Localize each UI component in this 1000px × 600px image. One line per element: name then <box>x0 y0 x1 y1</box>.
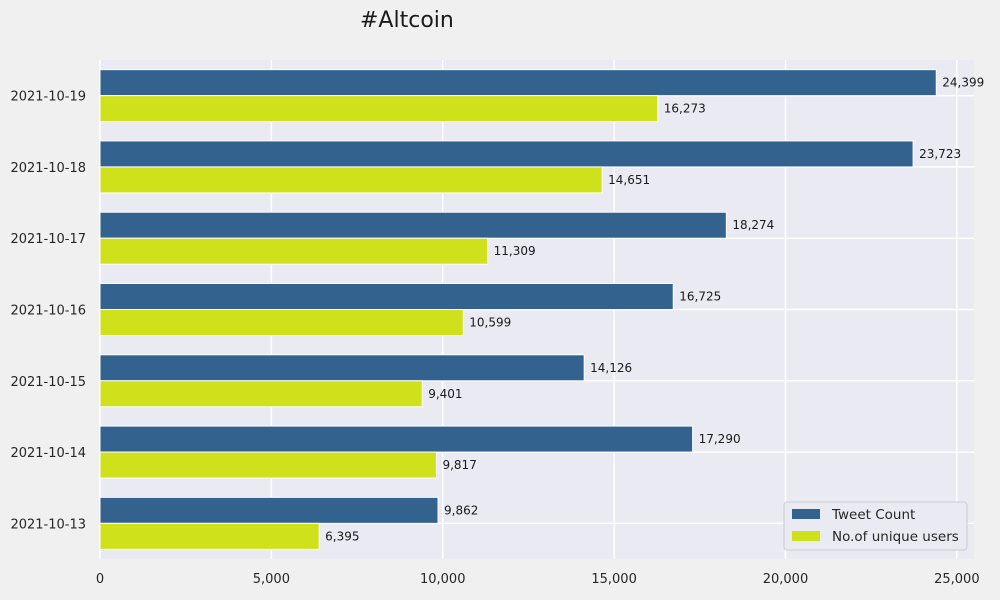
bar <box>99 496 439 524</box>
bar <box>99 309 464 336</box>
y-tick-label: 2021-10-14 <box>10 446 86 461</box>
data-label: 18,274 <box>732 218 774 232</box>
y-tick-label: 2021-10-19 <box>10 90 86 105</box>
data-label: 23,723 <box>919 147 961 161</box>
bar <box>99 166 603 194</box>
x-tick-label: 0 <box>96 572 104 587</box>
y-tick-label: 2021-10-15 <box>10 375 86 390</box>
bar <box>99 211 727 239</box>
bar <box>99 522 320 550</box>
bar <box>99 69 937 97</box>
data-label: 17,290 <box>699 432 741 446</box>
axes: 0 5,000 10,000 15,000 20,000 25,000 2021-10-19… <box>10 90 979 587</box>
legend-swatch <box>792 531 820 541</box>
bar <box>99 283 674 310</box>
chart-title: #Altcoin <box>360 8 454 33</box>
y-tick-label: 2021-10-18 <box>10 161 86 176</box>
data-label: 16,725 <box>679 290 721 304</box>
y-tick-label: 2021-10-16 <box>10 304 86 319</box>
bar <box>99 95 659 123</box>
data-label: 14,126 <box>590 361 632 375</box>
bar <box>99 354 585 382</box>
y-tick-label: 2021-10-13 <box>10 517 86 532</box>
bar <box>99 451 437 479</box>
data-label: 11,309 <box>494 244 536 258</box>
x-tick-label: 15,000 <box>591 572 637 587</box>
legend-box <box>783 501 968 551</box>
bar <box>99 425 694 453</box>
x-tick-label: 5,000 <box>253 572 290 587</box>
data-label: 9,862 <box>444 503 478 517</box>
bar <box>99 237 489 265</box>
data-label: 14,651 <box>608 173 650 187</box>
y-tick-label: 2021-10-17 <box>10 232 86 247</box>
legend-label: Tweet Count <box>831 507 915 523</box>
data-label: 9,817 <box>442 458 476 472</box>
x-tick-label: 20,000 <box>763 572 809 587</box>
data-label: 16,273 <box>664 102 706 116</box>
bar <box>99 140 914 168</box>
data-label: 6,395 <box>325 529 359 543</box>
data-label: 10,599 <box>469 316 511 330</box>
bar <box>99 380 423 408</box>
legend-label: No.of unique users <box>832 529 959 545</box>
legend: Tweet Count No.of unique users <box>783 501 968 551</box>
x-tick-label: 10,000 <box>420 572 466 587</box>
x-tick-label: 25,000 <box>934 572 980 587</box>
bars <box>99 69 937 550</box>
legend-swatch <box>792 509 820 519</box>
data-label: 9,401 <box>428 387 462 401</box>
data-labels: 24,399 16,273 23,723 14,651 18,274 11,309 16,7… <box>325 76 984 544</box>
data-label: 24,399 <box>942 76 984 90</box>
